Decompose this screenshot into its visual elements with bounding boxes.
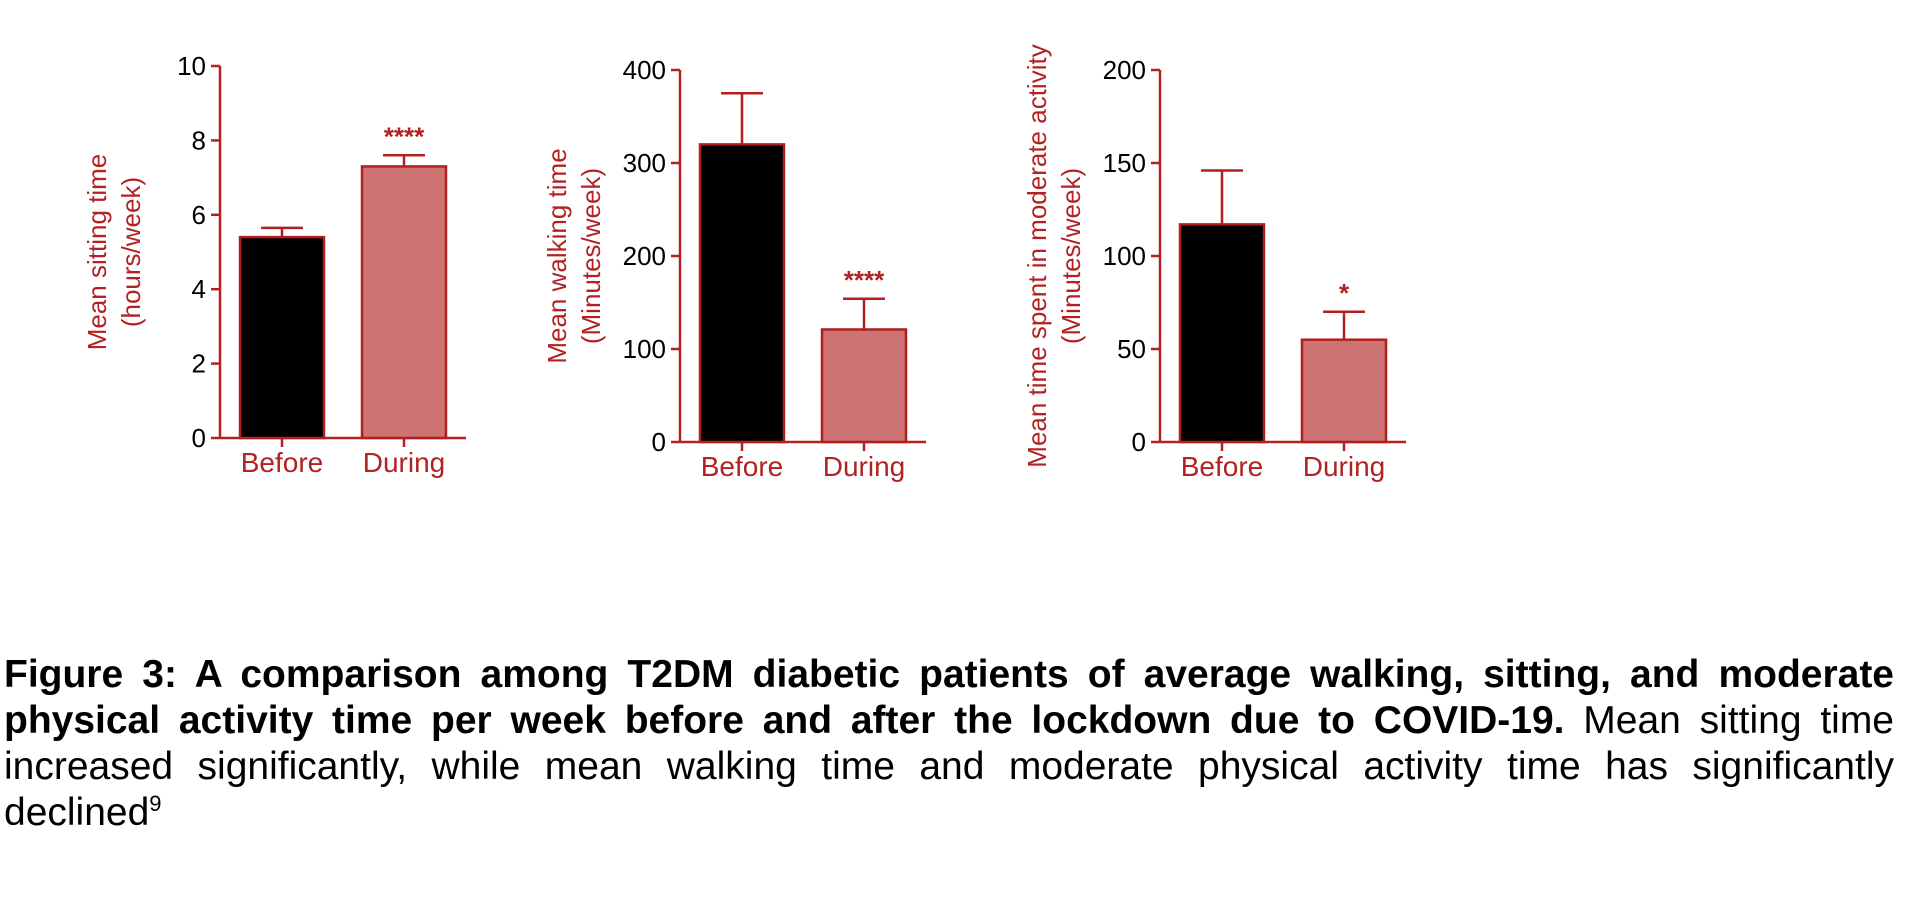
y-tick-label: 2 (192, 349, 206, 379)
y-tick-label: 8 (192, 125, 206, 155)
bar-before (698, 143, 786, 444)
caption-reference: 9 (149, 791, 162, 816)
bar-before (1178, 223, 1266, 444)
significance-label: **** (384, 121, 425, 151)
y-tick-label: 10 (177, 51, 206, 81)
chart-1: 0 2 4 6 8 10 Before During **** Mean sitting time… (82, 51, 466, 478)
caption-bold: Figure 3: A comparison among T2DM diabet… (4, 653, 1894, 742)
y-tick-label: 0 (192, 423, 206, 453)
y-tick-label: 0 (652, 427, 666, 457)
y-tick-label: 150 (1103, 148, 1146, 178)
y-tick-label: 100 (623, 334, 666, 364)
y-tick-label: 400 (623, 55, 666, 85)
bar-during (1300, 338, 1388, 444)
y-tick-label: 200 (623, 241, 666, 271)
y-axis-label: (hours/week) (116, 177, 146, 327)
y-axis-label: (Minutes/week) (1056, 168, 1086, 344)
chart-2: 0 100 200 300 400 Before During **** Mean walkin… (542, 55, 926, 482)
y-tick-label: 4 (192, 274, 206, 304)
y-axis-label: (Minutes/week) (576, 168, 606, 344)
significance-label: **** (844, 265, 885, 295)
y-tick-label: 300 (623, 148, 666, 178)
y-tick-label: 0 (1132, 427, 1146, 457)
y-tick-label: 200 (1103, 55, 1146, 85)
charts-svg: 0 2 4 6 8 10 Before During **** Mean sitting time… (82, 44, 1406, 482)
y-tick-label: 50 (1117, 334, 1146, 364)
y-axis-label: Mean sitting time (82, 154, 112, 351)
y-axis-label: Mean time spent in moderate activity (1022, 44, 1052, 467)
figure-panel: 0 2 4 6 8 10 Before During **** Mean sitting time… (82, 44, 1406, 482)
x-tick-label: Before (701, 451, 784, 482)
x-tick-label: Before (1181, 451, 1264, 482)
figure-caption: Figure 3: A comparison among T2DM diabet… (4, 652, 1894, 836)
x-tick-label: During (363, 447, 445, 478)
bar-before (238, 235, 326, 440)
x-tick-label: During (823, 451, 905, 482)
bar-during (820, 328, 908, 444)
caption-text: Mean sitting time increased significantl… (4, 699, 1894, 834)
y-tick-label: 100 (1103, 241, 1146, 271)
x-tick-label: During (1303, 451, 1385, 482)
bar-during (360, 165, 448, 440)
y-axis-label: Mean walking time (542, 148, 572, 363)
significance-label: * (1339, 278, 1350, 308)
x-tick-label: Before (241, 447, 324, 478)
y-tick-label: 6 (192, 200, 206, 230)
chart-3: 0 50 100 150 200 Before During * Mean time spent… (1022, 44, 1406, 482)
